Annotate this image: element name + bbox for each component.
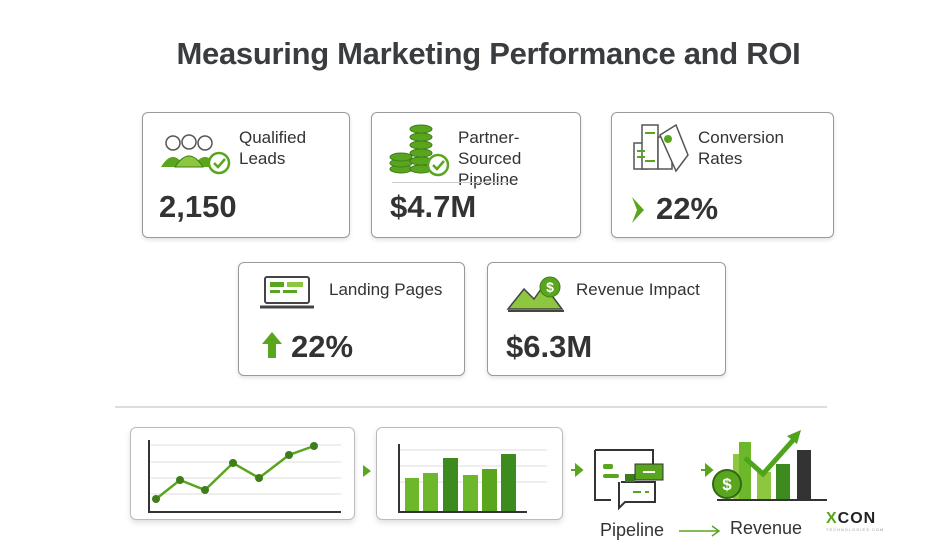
card-qualified-leads: Qualified Leads 2,150 [142,112,350,238]
flow-from-label: Pipeline [600,520,665,540]
label-line: Rates [698,149,743,168]
bar-chart [398,444,547,513]
bar [739,442,751,500]
logo-subtext: TECHNOLOGIES.COM [826,527,885,532]
card-label: Revenue Impact [576,280,700,299]
label-line: Partner-Sourced [458,128,522,168]
pipeline-chat-icon [594,449,664,511]
line-chart [148,440,341,513]
users-check-icon [161,134,231,175]
laptop-icon [260,276,314,309]
card-partner-pipeline: Partner-Sourced Pipeline $4.7M [371,112,581,238]
mountain-dollar-icon: $ [506,276,564,312]
metric-value: 2,150 [159,189,237,224]
chevron-right-icon [632,197,644,223]
card-label: Conversion Rates [698,127,784,169]
logo-prefix: X [826,510,838,527]
bar [443,458,458,511]
label-line: Leads [239,149,286,168]
svg-text:$: $ [546,279,554,295]
revenue-growth-icon: $ [712,430,827,501]
card-label: Partner-Sourced Pipeline [458,127,580,190]
data-point [229,459,237,467]
flow-to-label: Revenue [730,518,803,538]
logo-name: CON [837,510,877,527]
label-line: Qualified [239,128,307,147]
bar [797,450,811,500]
logo: XCON [826,510,876,528]
arrow-right-icon [363,465,371,477]
svg-text:$: $ [722,475,732,494]
metric-value: $6.3M [506,329,593,364]
page-title: Measuring Marketing Performance and ROI [176,36,801,71]
data-point [285,451,293,459]
arrow-up-icon [262,332,282,358]
data-point [152,495,160,503]
bar [757,472,771,500]
gridlines [151,444,341,495]
bar [482,469,497,511]
bar-chart-panel [376,427,563,520]
label-line: Conversion [698,128,784,147]
card-revenue-impact: $ Revenue Impact $6.3M [487,262,726,376]
separator [392,182,510,183]
card-label: Qualified Leads [239,127,306,169]
metric-value: $4.7M [390,189,477,224]
card-conversion-rates: Conversion Rates 22% [611,112,834,238]
flow-arrow-icon [679,525,721,537]
metric-value: 22% [291,329,354,364]
line-chart-panel [130,427,355,520]
card-label: Landing Pages [329,280,443,299]
bar [423,473,438,511]
data-point [176,476,184,484]
bar [463,475,478,511]
data-point [310,442,318,450]
axes [148,440,341,513]
bar [501,454,516,511]
section-divider [115,406,827,408]
axes [398,444,527,513]
bar [405,478,419,511]
coins-check-icon [389,124,450,177]
label-line: Pipeline [458,170,519,189]
bar [776,464,790,500]
data-point [201,486,209,494]
arrow-right-icon [571,463,584,477]
metric-value: 22% [656,191,719,226]
documents-hand-icon [633,123,689,173]
card-landing-pages: Landing Pages 22% [238,262,465,376]
data-point [255,474,263,482]
arrow-right-icon [701,463,714,477]
